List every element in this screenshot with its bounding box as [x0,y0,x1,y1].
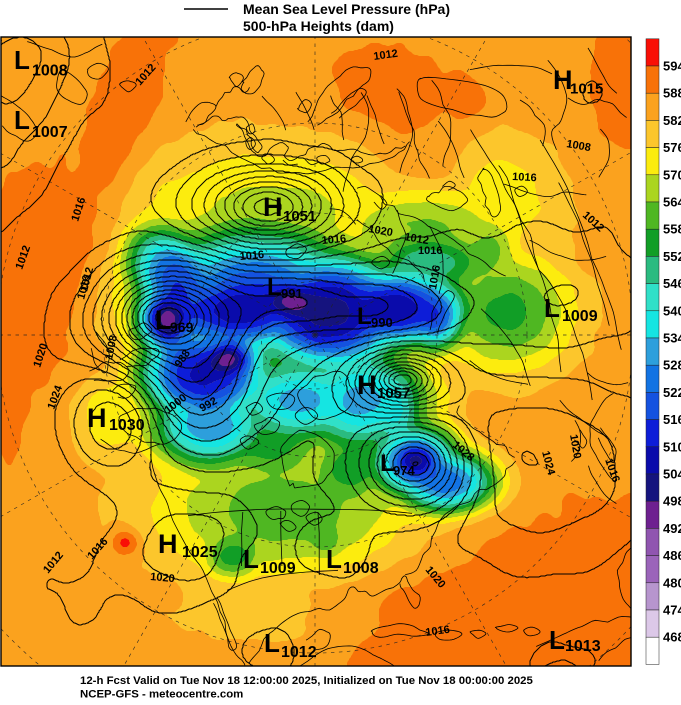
svg-text:1016: 1016 [418,245,442,257]
svg-text:1007: 1007 [32,124,68,141]
svg-text:570: 570 [663,167,681,182]
svg-text:L: L [357,303,372,330]
svg-text:1008: 1008 [103,334,120,360]
svg-text:H: H [87,403,107,433]
svg-text:H: H [553,65,573,95]
svg-text:486: 486 [663,548,681,563]
svg-text:498: 498 [663,494,681,509]
svg-text:L: L [326,544,342,574]
svg-text:516: 516 [663,412,681,427]
svg-text:1008: 1008 [343,560,379,577]
svg-text:L: L [380,450,395,477]
svg-text:1008: 1008 [32,63,68,80]
svg-text:L: L [14,45,30,75]
svg-text:546: 546 [663,276,681,291]
svg-text:1016: 1016 [321,233,346,247]
svg-text:552: 552 [663,249,681,264]
svg-text:528: 528 [663,358,681,373]
svg-text:1025: 1025 [182,544,218,561]
svg-text:588: 588 [663,86,681,101]
svg-text:522: 522 [663,385,681,400]
svg-text:468: 468 [663,630,681,645]
svg-text:1016: 1016 [425,624,451,639]
svg-text:564: 564 [663,195,681,210]
svg-text:H: H [357,370,377,400]
svg-text:1030: 1030 [109,417,145,434]
svg-text:594: 594 [663,59,681,74]
svg-text:1009: 1009 [562,308,598,325]
svg-text:1057: 1057 [377,385,410,402]
svg-text:1013: 1013 [565,638,601,655]
svg-text:504: 504 [663,467,681,482]
svg-text:L: L [544,293,560,323]
svg-text:1051: 1051 [283,208,316,225]
svg-text:991: 991 [281,286,303,301]
svg-text:12-h Fcst Valid on Tue Nov 18: 12-h Fcst Valid on Tue Nov 18 12:00:00 2… [80,675,534,687]
svg-text:974: 974 [393,463,415,478]
svg-text:492: 492 [663,521,681,536]
svg-text:Mean Sea Level Pressure (hPa): Mean Sea Level Pressure (hPa) [243,1,450,17]
svg-text:576: 576 [663,140,681,155]
svg-text:1020: 1020 [567,433,583,459]
svg-text:L: L [264,628,280,658]
svg-text:510: 510 [663,439,681,454]
svg-text:540: 540 [663,303,681,318]
svg-text:L: L [155,305,172,335]
svg-text:1009: 1009 [260,560,296,577]
svg-text:L: L [267,274,282,301]
svg-text:1016: 1016 [427,264,443,290]
svg-text:534: 534 [663,331,681,346]
svg-text:480: 480 [663,575,681,590]
svg-text:H: H [263,192,283,222]
svg-text:1020: 1020 [150,571,175,585]
svg-text:500-hPa Heights (dam): 500-hPa Heights (dam) [243,18,394,34]
svg-text:1016: 1016 [239,249,264,263]
svg-text:L: L [14,105,30,135]
svg-text:969: 969 [170,319,194,335]
svg-text:1012: 1012 [373,48,399,63]
svg-text:H: H [158,529,178,559]
svg-text:1012: 1012 [281,644,317,661]
svg-text:1008: 1008 [565,138,591,154]
svg-text:NCEP-GFS - meteocentre.com: NCEP-GFS - meteocentre.com [80,689,243,701]
svg-text:1020: 1020 [367,223,393,239]
svg-text:1015: 1015 [570,81,603,98]
svg-text:582: 582 [663,113,681,128]
svg-text:1012: 1012 [403,231,429,247]
svg-text:990: 990 [371,315,393,330]
svg-text:L: L [549,625,565,655]
svg-text:474: 474 [663,603,681,618]
svg-text:558: 558 [663,222,681,237]
svg-text:1016: 1016 [512,171,537,184]
svg-text:L: L [243,544,259,574]
